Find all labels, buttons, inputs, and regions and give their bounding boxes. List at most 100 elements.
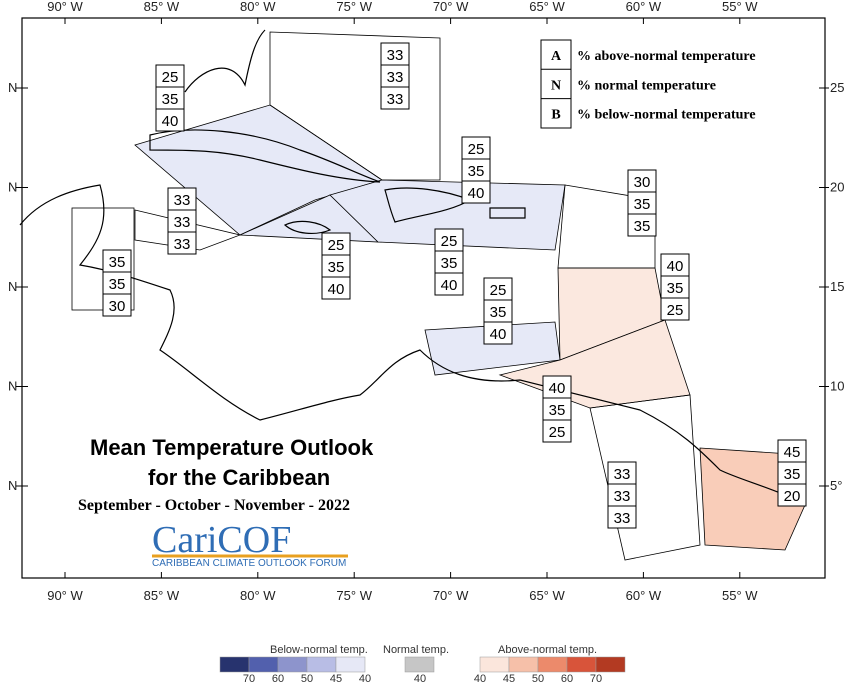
lat-label: 10	[830, 379, 844, 394]
legend-swatch	[595, 656, 626, 673]
lon-label: 85° W	[144, 588, 180, 603]
probability-cell	[434, 272, 464, 296]
lon-label: 90° W	[47, 0, 83, 14]
lon-label: 60° W	[626, 588, 662, 603]
probability-value: 33	[387, 69, 404, 86]
probability-value: 33	[614, 466, 631, 483]
probability-value: 25	[490, 282, 507, 299]
probability-cell	[542, 419, 572, 443]
probability-cell	[627, 213, 657, 237]
probability-value: 40	[468, 185, 485, 202]
lon-label: 55° W	[722, 0, 758, 14]
probability-value: 33	[174, 214, 191, 231]
regions	[71, 31, 806, 561]
lon-label: 55° W	[722, 588, 758, 603]
probability-value: 35	[549, 402, 566, 419]
coast-hispaniola	[384, 187, 472, 223]
season: September - October - November - 2022	[78, 497, 350, 514]
probability-value: 33	[387, 91, 404, 108]
probability-value: 45	[784, 444, 801, 461]
probability-cell	[102, 293, 132, 317]
legend-swatch	[277, 656, 308, 673]
key-letter: A	[551, 49, 562, 64]
probability-cell	[660, 297, 690, 321]
lat-label: 20	[830, 180, 844, 195]
region-leeward-north	[557, 184, 656, 269]
coast-jamaica	[283, 220, 332, 235]
legend-tick: 60	[272, 673, 284, 684]
lat-label: N	[8, 279, 17, 294]
legend-tick: 70	[590, 673, 602, 684]
probability-value: 25	[328, 237, 345, 254]
probability-value: 40	[549, 380, 566, 397]
lon-label: 70° W	[433, 0, 469, 14]
probability-value: 25	[441, 233, 458, 250]
legend-swatch	[566, 656, 597, 673]
probability-value: 33	[174, 192, 191, 209]
lat-label: 15	[830, 279, 844, 294]
probability-value: 40	[162, 113, 179, 130]
coast-mainland	[19, 184, 806, 506]
lat-label: N	[8, 80, 17, 95]
probability-cell	[461, 180, 491, 204]
region-bahamas	[269, 31, 441, 181]
lon-label: 90° W	[47, 588, 83, 603]
probability-cell	[607, 505, 637, 529]
legend-tick: 60	[561, 673, 573, 684]
probability-value: 35	[667, 280, 684, 297]
key-letter: N	[551, 78, 561, 93]
legend-swatch	[479, 656, 510, 673]
probability-value: 33	[174, 236, 191, 253]
probability-cell	[155, 108, 185, 132]
lon-label: 70° W	[433, 588, 469, 603]
lon-label: 75° W	[336, 0, 372, 14]
probability-value: 40	[667, 258, 684, 275]
legend-title: Above-normal temp.	[498, 644, 597, 656]
region-hispaniola-pr	[329, 179, 566, 251]
legend-tick: 45	[503, 673, 515, 684]
lat-label: N	[8, 379, 17, 394]
lon-label: 85° W	[144, 0, 180, 14]
legend-title: Normal temp.	[383, 644, 449, 656]
probability-value: 30	[634, 174, 651, 191]
key-box	[540, 39, 572, 129]
coast-puerto-rico	[489, 207, 526, 219]
legend-tick: 50	[301, 673, 313, 684]
probability-value: 35	[468, 163, 485, 180]
title: Mean Temperature Outlook	[90, 435, 374, 460]
key	[540, 39, 572, 129]
region-cayman	[134, 209, 242, 251]
probability-value: 35	[328, 259, 345, 276]
coast-cuba	[149, 129, 381, 183]
lon-label: 80° W	[240, 0, 276, 14]
coastlines	[19, 29, 806, 506]
lon-label: 65° W	[529, 588, 565, 603]
probability-value: 40	[490, 326, 507, 343]
legend-swatch	[219, 656, 250, 673]
probability-value: 40	[441, 277, 458, 294]
legend-swatch	[306, 656, 337, 673]
probability-value: 25	[468, 141, 485, 158]
probability-value: 33	[387, 47, 404, 64]
probability-value: 35	[634, 196, 651, 213]
key-text: % normal temperature	[577, 78, 716, 93]
lat-label: 5°	[830, 478, 842, 493]
lon-label: 75° W	[336, 588, 372, 603]
legend-swatch	[248, 656, 279, 673]
probability-value: 30	[109, 298, 126, 315]
probability-value: 35	[109, 254, 126, 271]
probability-cell	[321, 276, 351, 300]
legend-swatch	[508, 656, 539, 673]
probability-value: 35	[634, 218, 651, 235]
legend-swatch	[335, 656, 366, 673]
probability-value: 20	[784, 488, 801, 505]
lon-label: 60° W	[626, 0, 662, 14]
probability-value: 25	[667, 302, 684, 319]
legend-title: Below-normal temp.	[270, 644, 368, 656]
legend-swatch	[404, 656, 435, 673]
logo-subtitle: CARIBBEAN CLIMATE OUTLOOK FORUM	[152, 558, 346, 569]
probability-value: 35	[109, 276, 126, 293]
lat-label: N	[8, 478, 17, 493]
legend-tick: 40	[359, 673, 371, 684]
